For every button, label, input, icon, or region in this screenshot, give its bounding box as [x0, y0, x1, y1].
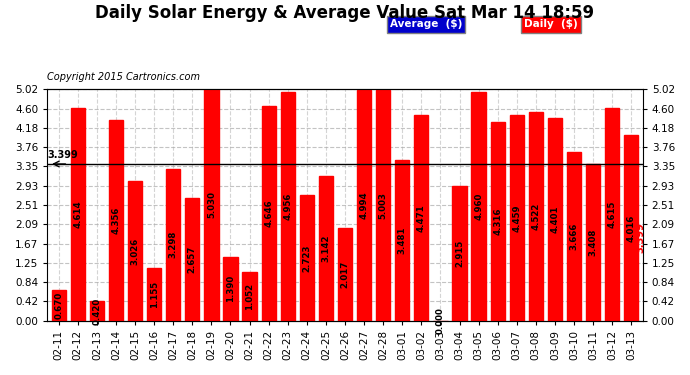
Bar: [70, 108, 85, 321]
Bar: [90, 302, 104, 321]
Bar: [567, 152, 581, 321]
Text: Average  ($): Average ($): [390, 20, 462, 29]
Text: 4.522: 4.522: [531, 203, 540, 230]
Text: 3.481: 3.481: [397, 227, 406, 254]
Text: 3.026: 3.026: [130, 237, 139, 265]
Text: 4.471: 4.471: [417, 204, 426, 231]
Text: 5.003: 5.003: [379, 192, 388, 219]
Text: 3.298: 3.298: [169, 231, 178, 258]
Text: 4.615: 4.615: [608, 201, 617, 228]
Bar: [224, 257, 237, 321]
Bar: [166, 169, 180, 321]
Text: 4.459: 4.459: [512, 204, 521, 232]
Text: 3.399: 3.399: [635, 222, 646, 253]
Text: 1.155: 1.155: [150, 280, 159, 308]
Text: Daily Solar Energy & Average Value Sat Mar 14 18:59: Daily Solar Energy & Average Value Sat M…: [95, 4, 595, 22]
Text: 3.408: 3.408: [589, 228, 598, 256]
Bar: [624, 135, 638, 321]
Text: 1.052: 1.052: [245, 283, 254, 310]
Bar: [605, 108, 620, 321]
Bar: [147, 267, 161, 321]
Text: 4.646: 4.646: [264, 200, 273, 228]
Text: 2.915: 2.915: [455, 240, 464, 267]
Bar: [242, 272, 257, 321]
Bar: [395, 160, 409, 321]
Text: 4.401: 4.401: [551, 206, 560, 233]
Text: 0.670: 0.670: [55, 292, 63, 319]
Bar: [414, 114, 428, 321]
Bar: [338, 228, 352, 321]
Text: 2.017: 2.017: [340, 261, 350, 288]
Bar: [109, 120, 123, 321]
Text: 3.142: 3.142: [322, 235, 331, 262]
Bar: [319, 176, 333, 321]
Bar: [471, 92, 486, 321]
Bar: [548, 118, 562, 321]
Text: Copyright 2015 Cartronics.com: Copyright 2015 Cartronics.com: [48, 72, 200, 82]
Text: Daily  ($): Daily ($): [524, 20, 578, 29]
Text: 4.356: 4.356: [112, 207, 121, 234]
Bar: [128, 181, 142, 321]
Text: 5.030: 5.030: [207, 191, 216, 218]
Text: 4.956: 4.956: [284, 193, 293, 220]
Text: 4.960: 4.960: [474, 193, 483, 220]
Bar: [529, 112, 543, 321]
Bar: [586, 164, 600, 321]
Bar: [204, 89, 219, 321]
Text: 2.723: 2.723: [302, 244, 311, 272]
Text: 2.657: 2.657: [188, 246, 197, 273]
Text: 3.666: 3.666: [569, 222, 578, 250]
Text: 4.016: 4.016: [627, 214, 635, 242]
Bar: [185, 198, 199, 321]
Text: 4.614: 4.614: [73, 201, 82, 228]
Bar: [376, 90, 391, 321]
Bar: [510, 115, 524, 321]
Text: 0.000: 0.000: [436, 308, 445, 334]
Bar: [299, 195, 314, 321]
Text: 0.420: 0.420: [92, 297, 101, 325]
Bar: [262, 106, 276, 321]
Bar: [357, 90, 371, 321]
Text: 4.316: 4.316: [493, 207, 502, 235]
Text: 1.390: 1.390: [226, 275, 235, 302]
Bar: [281, 92, 295, 321]
Bar: [491, 122, 505, 321]
Bar: [453, 186, 466, 321]
Text: 3.399: 3.399: [48, 150, 78, 160]
Bar: [52, 290, 66, 321]
Text: 4.994: 4.994: [359, 192, 368, 219]
